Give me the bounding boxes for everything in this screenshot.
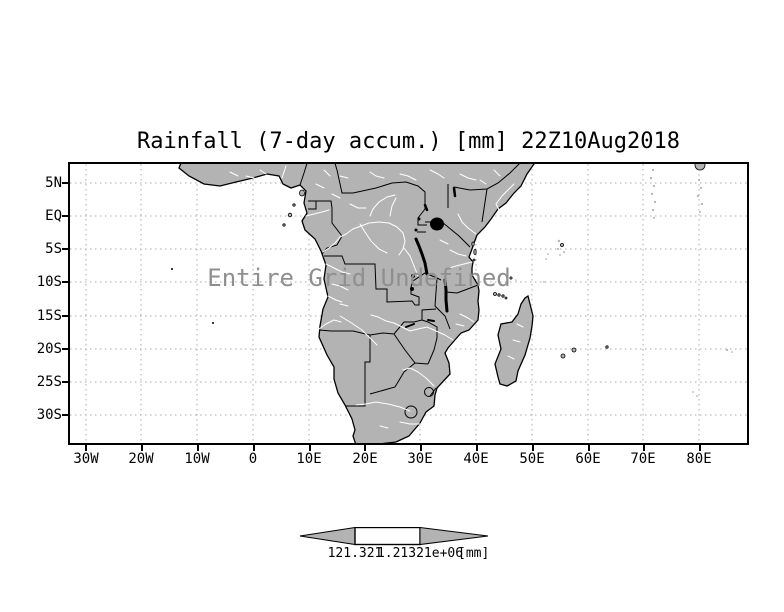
lon-tick [141, 445, 143, 451]
lon-tick-label: 0 [248, 451, 258, 467]
madagascar-island [494, 294, 534, 387]
colorbar-middle-segment [354, 527, 421, 546]
africa-landmass [178, 164, 535, 443]
lat-tick [62, 215, 68, 217]
lon-tick [588, 445, 590, 451]
lon-tick-label: 30W [73, 451, 99, 467]
lat-tick-label: 5S [45, 241, 62, 257]
lon-tick [309, 445, 311, 451]
lat-tick [62, 248, 68, 250]
lat-tick-label: 10S [36, 274, 62, 290]
lat-tick [62, 315, 68, 317]
africa-map-svg [70, 164, 747, 443]
lon-tick-label: 60E [575, 451, 601, 467]
lon-tick [699, 445, 701, 451]
colorbar-right-value: 1.21321e+06 [376, 546, 464, 561]
lat-tick-label: 25S [36, 374, 62, 390]
lat-tick-label: EQ [45, 208, 62, 224]
colorbar-left-value: 121.321 [327, 546, 383, 561]
lat-tick [62, 414, 68, 416]
lon-tick-label: 80E [686, 451, 712, 467]
lon-tick [253, 445, 255, 451]
lon-tick-label: 10W [184, 451, 210, 467]
river-lines [229, 165, 524, 429]
island-specks [171, 164, 733, 397]
grid-undefined-message: Entire Grid Undefined [207, 264, 511, 292]
lakes [405, 186, 457, 328]
lat-tick [62, 348, 68, 350]
lat-tick-label: 30S [36, 407, 62, 423]
lon-tick [364, 445, 366, 451]
lon-tick [197, 445, 199, 451]
lon-tick [532, 445, 534, 451]
lat-tick [62, 182, 68, 184]
lon-tick-label: 30E [407, 451, 433, 467]
lat-tick-label: 15S [36, 308, 62, 324]
lon-tick [476, 445, 478, 451]
lat-tick-label: 20S [36, 341, 62, 357]
lon-tick-label: 40E [463, 451, 489, 467]
lon-tick [643, 445, 645, 451]
lon-tick [420, 445, 422, 451]
lon-tick-label: 70E [630, 451, 656, 467]
colorbar-left-arrow [299, 527, 356, 546]
colorbar-right-arrow [419, 527, 489, 546]
lon-tick-label: 20W [128, 451, 154, 467]
plot-title: Rainfall (7-day accum.) [mm] 22Z10Aug201… [136, 129, 681, 154]
lat-tick [62, 381, 68, 383]
lon-tick-label: 50E [519, 451, 545, 467]
colorbar-unit-label: [mm] [458, 546, 490, 561]
lon-tick-label: 10E [296, 451, 322, 467]
lat-tick-label: 5N [45, 175, 62, 191]
lon-tick [85, 445, 87, 451]
map-plot-area: Entire Grid Undefined [68, 162, 749, 445]
lat-tick [62, 281, 68, 283]
lon-tick-label: 20E [352, 451, 378, 467]
colorbar [299, 527, 489, 546]
